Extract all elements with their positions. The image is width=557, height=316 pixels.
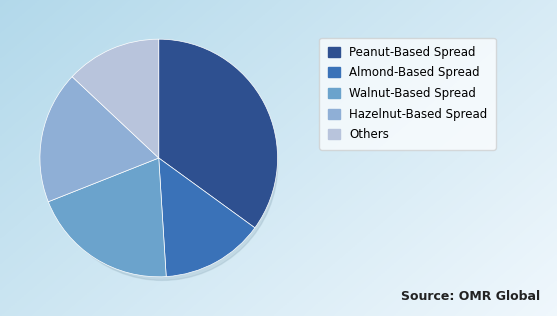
Wedge shape — [159, 39, 277, 228]
Wedge shape — [40, 77, 159, 202]
Wedge shape — [48, 158, 166, 277]
Wedge shape — [159, 158, 255, 276]
Circle shape — [47, 50, 277, 280]
Wedge shape — [72, 39, 159, 158]
Legend: Peanut-Based Spread, Almond-Based Spread, Walnut-Based Spread, Hazelnut-Based Sp: Peanut-Based Spread, Almond-Based Spread… — [320, 38, 496, 150]
Text: Source: OMR Global: Source: OMR Global — [401, 290, 540, 303]
